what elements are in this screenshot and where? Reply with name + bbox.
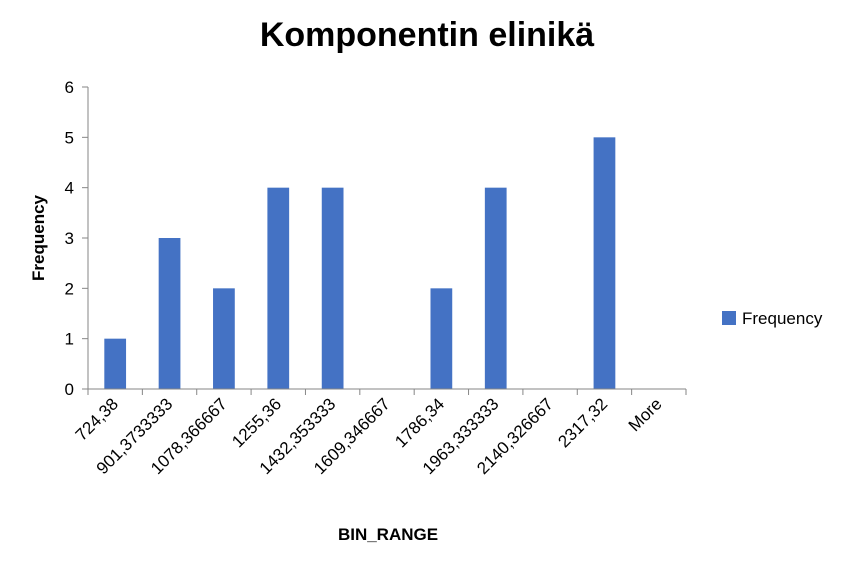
y-tick-label: 6 [65, 78, 74, 97]
bar [104, 338, 127, 389]
bar-series [104, 137, 616, 389]
axis-lines [87, 87, 686, 390]
bar [484, 187, 507, 389]
x-tick-label: 2317,32 [554, 394, 611, 451]
x-tick-label: More [625, 394, 666, 435]
x-tick-label: 724,38 [72, 394, 122, 444]
y-tick-label: 4 [65, 179, 74, 198]
y-tick-label: 3 [65, 229, 74, 248]
y-tick-label: 5 [65, 128, 74, 147]
bar [267, 187, 290, 389]
y-tick-label: 1 [65, 330, 74, 349]
bar [593, 137, 616, 389]
y-tick-label: 2 [65, 279, 74, 298]
y-axis: 0 1 2 3 4 5 6 [65, 78, 88, 399]
y-tick-label: 0 [65, 380, 74, 399]
legend-label: Frequency [742, 309, 823, 328]
legend-swatch [722, 311, 736, 325]
bar [321, 187, 344, 389]
legend: Frequency [722, 309, 823, 328]
chart-title: Komponentin elinikä [260, 16, 594, 54]
x-axis: 724,38901,37333331078,3666671255,361432,… [72, 389, 687, 478]
bar [213, 288, 235, 389]
y-axis-title: Frequency [29, 194, 48, 281]
bar [430, 288, 453, 389]
x-axis-title: BIN_RANGE [338, 525, 438, 544]
bar [158, 238, 181, 389]
